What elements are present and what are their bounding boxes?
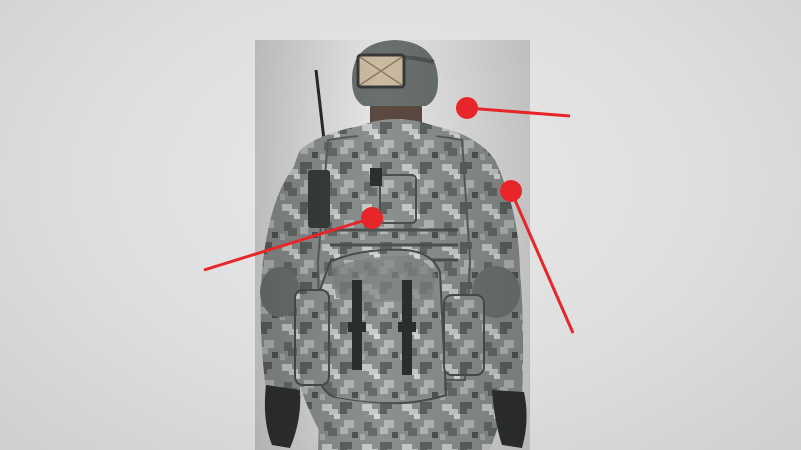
body-shading — [255, 40, 530, 450]
callout-neck — [456, 97, 571, 119]
callout-shoulder — [500, 180, 575, 334]
callout-back — [203, 207, 383, 272]
